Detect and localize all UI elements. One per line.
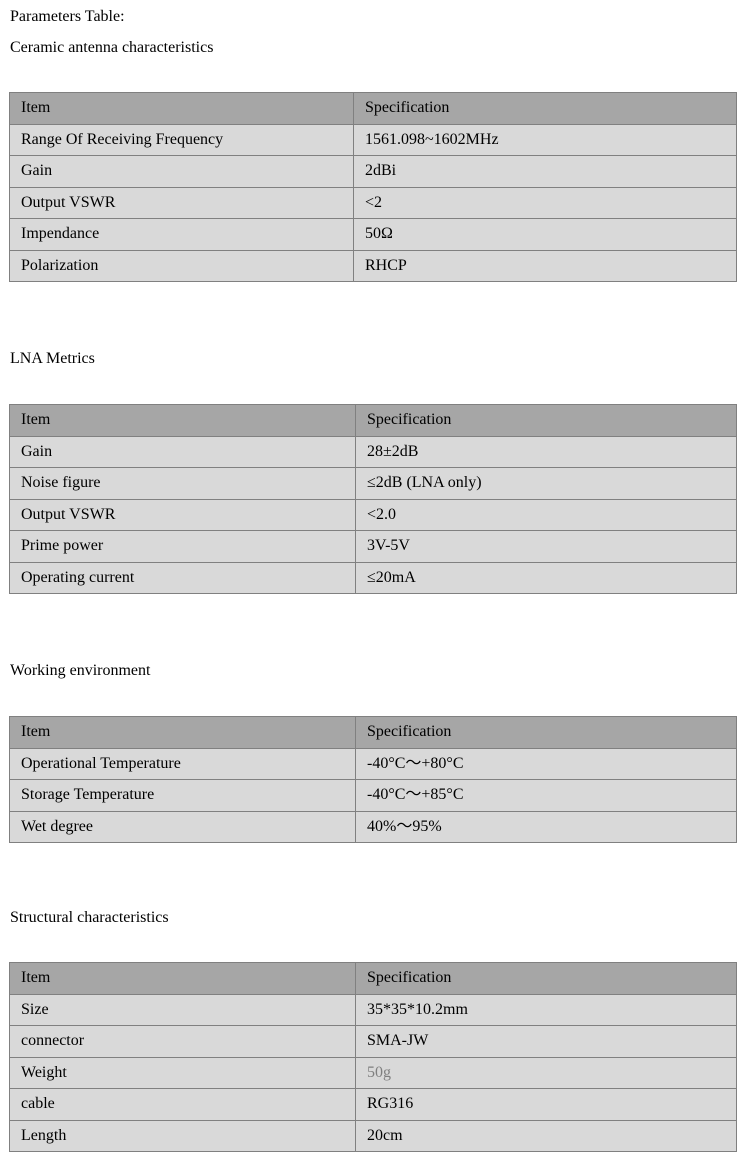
item-cell: Item (9, 716, 356, 749)
table-row: Operating current ≤20mA (9, 561, 737, 594)
section-title: Ceramic antenna characteristics (10, 39, 214, 56)
item-cell: Item (9, 962, 356, 995)
spec-cell: 50Ω (353, 218, 737, 251)
spec-cell: <2.0 (355, 498, 737, 531)
spec-cell: -40°C～+80°C (355, 747, 737, 780)
spec-cell: SMA-JW (355, 1025, 737, 1058)
table-row: Gain 28±2dB (9, 435, 737, 468)
spec-cell: RG316 (355, 1088, 737, 1121)
item-cell: Weight (9, 1056, 356, 1089)
table-row: Operational Temperature -40°C～+80°C (9, 747, 737, 780)
table-header-row: Item Specification (9, 962, 737, 995)
item-cell: Gain (9, 155, 354, 188)
table-row: Polarization RHCP (9, 249, 737, 282)
table-row: Range Of Receiving Frequency 1561.098~160… (9, 123, 737, 156)
spec-cell: -40°C～+85°C (355, 779, 737, 812)
item-cell: Operational Temperature (9, 747, 356, 780)
spec-cell: 20cm (355, 1119, 737, 1152)
table-row: connector SMA-JW (9, 1025, 737, 1058)
item-cell: Impendance (9, 218, 354, 251)
spec-cell: Specification (353, 92, 737, 125)
table-row: Prime power 3V-5V (9, 530, 737, 563)
table-header-row: Item Specification (9, 404, 737, 437)
table-row: Weight 50g (9, 1056, 737, 1089)
section-title: Structural characteristics (10, 909, 169, 926)
spec-cell: 40%～95% (355, 810, 737, 843)
item-cell: Operating current (9, 561, 356, 594)
item-cell: Length (9, 1119, 356, 1152)
item-cell: Wet degree (9, 810, 356, 843)
spec-cell: <2 (353, 186, 737, 219)
table-row: Impendance 50Ω (9, 218, 737, 251)
spec-table: Item Specification Operational Temperature… (9, 716, 737, 843)
item-cell: Noise figure (9, 467, 356, 500)
spec-cell: ≤20mA (355, 561, 737, 594)
table-row: Gain 2dBi (9, 155, 737, 188)
spec-cell: 35*35*10.2mm (355, 993, 737, 1026)
item-cell: Output VSWR (9, 498, 356, 531)
table-row: Noise figure ≤2dB (LNA only) (9, 467, 737, 500)
spec-table: Item Specification Gain 28±2dB Noise figure ≤… (9, 404, 737, 594)
spec-cell: Specification (355, 404, 737, 437)
table-row: Storage Temperature -40°C～+85°C (9, 779, 737, 812)
spec-cell: 50g (355, 1056, 737, 1089)
table-row: Wet degree 40%～95% (9, 810, 737, 843)
item-cell: connector (9, 1025, 356, 1058)
section-title: Working environment (10, 662, 151, 679)
item-cell: Polarization (9, 249, 354, 282)
spec-table: Item Specification Size 35*35*10.2mm connect… (9, 962, 737, 1152)
section-title: LNA Metrics (10, 350, 95, 367)
spec-cell: 3V-5V (355, 530, 737, 563)
spec-cell: Specification (355, 716, 737, 749)
table-row: Output VSWR <2 (9, 186, 737, 219)
spec-cell: ≤2dB (LNA only) (355, 467, 737, 500)
table-row: Length 20cm (9, 1119, 737, 1152)
item-cell: cable (9, 1088, 356, 1121)
item-cell: Item (9, 404, 356, 437)
item-cell: Item (9, 92, 354, 125)
item-cell: Prime power (9, 530, 356, 563)
spec-cell: RHCP (353, 249, 737, 282)
item-cell: Storage Temperature (9, 779, 356, 812)
spec-table: Item Specification Range Of Receiving Freq… (9, 92, 737, 282)
table-header-row: Item Specification (9, 92, 737, 125)
page-title: Parameters Table: (10, 8, 125, 25)
spec-cell: 28±2dB (355, 435, 737, 468)
item-cell: Range Of Receiving Frequency (9, 123, 354, 156)
item-cell: Size (9, 993, 356, 1026)
item-cell: Gain (9, 435, 356, 468)
table-header-row: Item Specification (9, 716, 737, 749)
table-row: cable RG316 (9, 1088, 737, 1121)
table-row: Size 35*35*10.2mm (9, 993, 737, 1026)
spec-cell: Specification (355, 962, 737, 995)
spec-cell: 2dBi (353, 155, 737, 188)
item-cell: Output VSWR (9, 186, 354, 219)
spec-cell: 1561.098~1602MHz (353, 123, 737, 156)
table-row: Output VSWR <2.0 (9, 498, 737, 531)
